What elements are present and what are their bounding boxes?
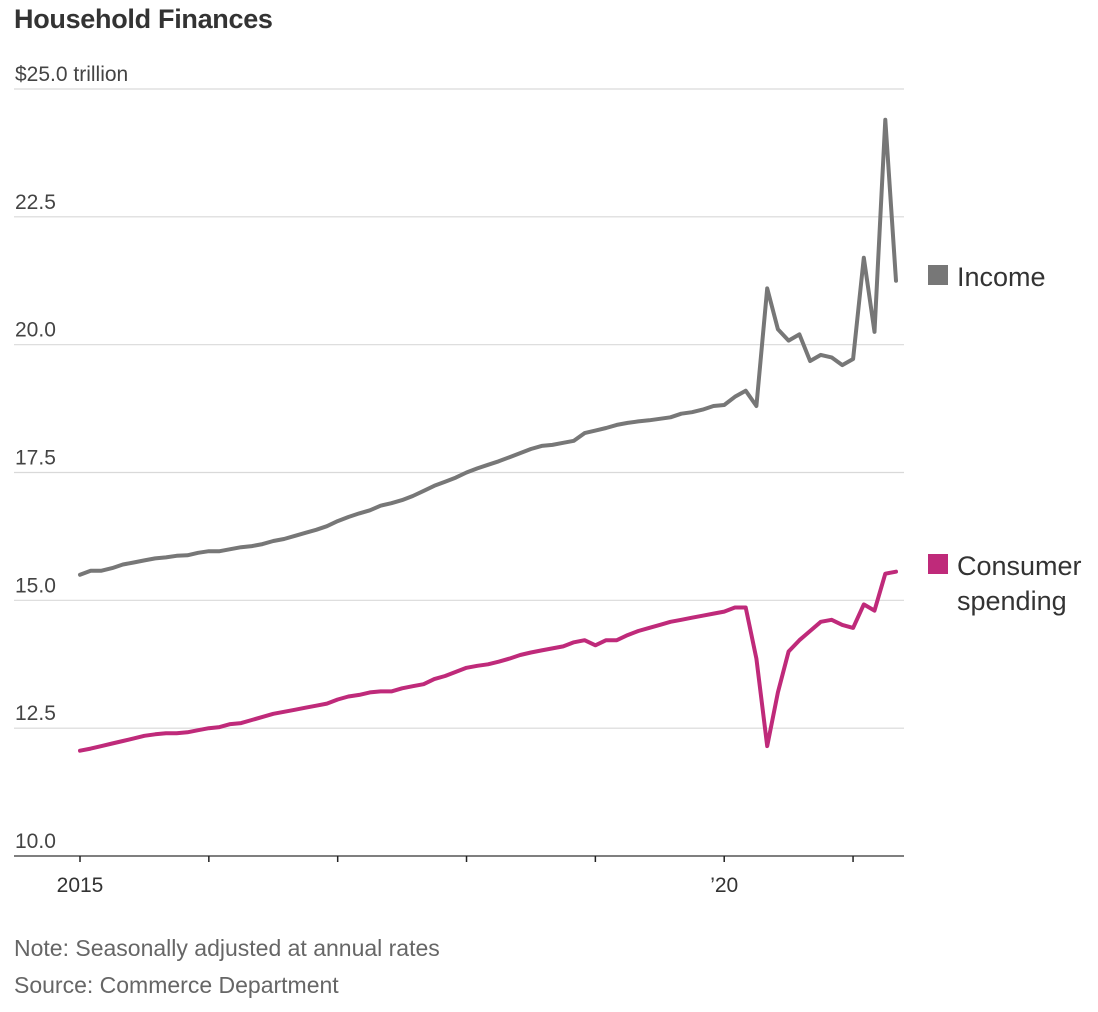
chart-source: Source: Commerce Department [14,972,339,998]
y-tick-label: 15.0 [15,574,56,597]
y-tick-label: 17.5 [15,447,56,470]
chart-note: Note: Seasonally adjusted at annual rate… [14,935,440,961]
data-series [78,117,898,753]
series-line-income [78,117,898,577]
y-tick-label: $25.0 trillion [15,63,128,86]
y-tick-label: 22.5 [15,191,56,214]
legend-swatch-income [928,265,948,285]
legend-label-income: Income [957,262,1046,292]
gridlines [14,88,904,857]
y-axis-tick-labels: 10.0 12.5 15.0 17.5 20.0 22.5 $25.0 trillion [15,63,128,853]
legend-label-spending-line1: Consumer [957,551,1082,581]
legend-label-spending-line2: spending [957,586,1067,616]
y-tick-label: 20.0 [15,319,56,342]
series-line-spending [78,569,898,753]
legend-swatch-spending [928,554,948,574]
y-tick-label: 10.0 [15,830,56,853]
line-chart: 10.0 12.5 15.0 17.5 20.0 22.5 $25.0 trillion 2… [14,63,1082,897]
legend: Income Consumer spending [928,262,1082,616]
y-tick-label: 12.5 [15,702,56,725]
x-axis-tick-labels: 2015 ’20 [57,874,739,897]
x-tick-label: ’20 [710,874,738,897]
chart-title: Household Finances [14,4,273,34]
x-tick-label: 2015 [57,874,104,897]
x-axis [79,856,854,862]
